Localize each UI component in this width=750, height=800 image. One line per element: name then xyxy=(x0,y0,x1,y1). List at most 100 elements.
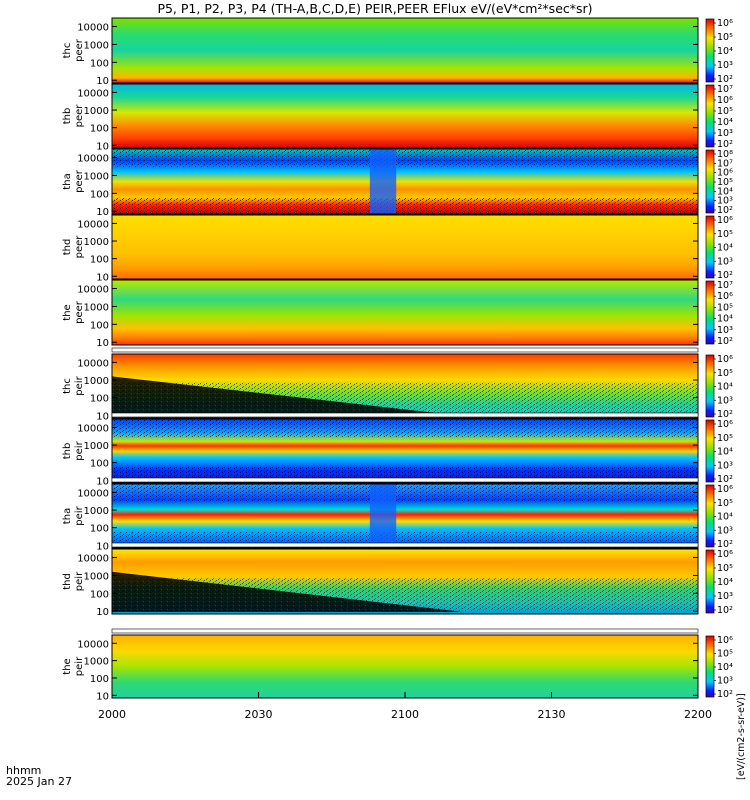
colorbar-tick-label: 10² xyxy=(717,605,733,616)
panel-heatmap xyxy=(112,635,698,698)
colorbar-tick-label: 10³ xyxy=(717,60,733,71)
colorbar-tick-label: 10⁶ xyxy=(717,419,733,430)
panel-species-label: peer xyxy=(74,104,85,128)
colorbar-tick-label: 10⁵ xyxy=(717,368,733,379)
spectrogram-panel: 10 100 1000 10000 thd peir 10² 10³ 10⁴ 10⁵ 10⁶ xyxy=(62,542,733,618)
colorbar-tick-label: 10² xyxy=(717,689,733,700)
x-tick-label: 2100 xyxy=(391,708,419,721)
y-tick-label: 1000 xyxy=(84,657,109,668)
colorbar-tick-label: 10³ xyxy=(717,525,733,536)
spectrogram-panel: 10 100 1000 10000 thc peer 10² 10³ 10⁴ 10⁵ 10⁶ xyxy=(62,17,733,87)
date-label: 2025 Jan 27 xyxy=(6,775,72,788)
colorbar-tick-label: 10³ xyxy=(717,256,733,267)
colorbar-tick-label: 10⁵ xyxy=(717,649,733,660)
colorbar-tick-label: 10⁵ xyxy=(717,32,733,43)
x-tick-label: 2000 xyxy=(98,708,126,721)
noise-speckle xyxy=(112,484,698,502)
y-tick-label: 10000 xyxy=(77,488,109,499)
figure-title: P5, P1, P2, P3, P4 (TH-A,B,C,D,E) PEIR,P… xyxy=(157,1,592,16)
colorbar-tick-label: 10⁶ xyxy=(717,635,733,646)
x-tick-label: 2130 xyxy=(538,708,566,721)
y-tick-label: 1000 xyxy=(84,571,109,582)
y-tick-label: 10 xyxy=(96,272,109,283)
panel-probe-label: thd xyxy=(62,573,73,590)
y-tick-label: 10000 xyxy=(77,285,109,296)
colorbar-tick-label: 10⁵ xyxy=(717,433,733,444)
y-tick-label: 100 xyxy=(90,124,109,135)
y-tick-label: 10000 xyxy=(77,154,109,165)
y-tick-label: 100 xyxy=(90,320,109,331)
colorbar xyxy=(705,215,715,279)
y-tick-label: 1000 xyxy=(84,40,109,51)
colorbar xyxy=(705,84,715,148)
colorbar-tick-label: 10⁴ xyxy=(717,512,733,523)
y-tick-label: 10 xyxy=(96,207,109,218)
y-tick-label: 10000 xyxy=(77,88,109,99)
panel-frame xyxy=(111,279,699,346)
colorbar-tick-label: 10⁴ xyxy=(717,46,733,57)
colorbar-tick-label: 10⁵ xyxy=(717,229,733,240)
data-gap-band xyxy=(369,149,397,214)
panel-heatmap xyxy=(112,18,698,83)
time-axis-unit-label: hhmm xyxy=(6,764,41,777)
panel-probe-label: thb xyxy=(62,443,73,460)
colorbar xyxy=(705,419,715,483)
y-tick-label: 10 xyxy=(96,141,109,152)
y-tick-label: 10 xyxy=(96,607,109,618)
panel-probe-label: thc xyxy=(62,43,73,59)
y-tick-label: 100 xyxy=(90,58,109,69)
spectrogram-panel: 10 100 1000 10000 thb peir 10² 10³ 10⁴ 10⁵ 10⁶ xyxy=(62,412,733,487)
time-axis: 2000 2030 2100 2130 2200 xyxy=(98,692,712,721)
colorbar xyxy=(705,635,715,698)
y-tick-label: 1000 xyxy=(84,506,109,517)
colorbar-unit-label: [eV/(cm2-s-sr-eV)] xyxy=(736,693,747,780)
panel-probe-label: thd xyxy=(62,239,73,256)
spectrogram-panel: 10 100 1000 10000 tha peir 10² 10³ 10⁴ 10⁵ 10⁶ xyxy=(62,477,733,552)
x-tick-label: 2030 xyxy=(245,708,273,721)
panel-probe-label: the xyxy=(62,304,73,320)
y-tick-label: 100 xyxy=(90,394,109,405)
colorbar-tick-label: 10⁴ xyxy=(717,314,733,325)
y-tick-label: 10000 xyxy=(77,423,109,434)
panel-frame xyxy=(111,17,699,84)
colorbar-tick-label: 10² xyxy=(717,270,733,281)
colorbar-tick-label: 10⁶ xyxy=(717,18,733,29)
colorbar-tick-label: 10³ xyxy=(717,196,733,207)
y-tick-label: 10000 xyxy=(77,23,109,34)
colorbar-tick-label: 10⁷ xyxy=(717,280,733,291)
panel-species-label: peer xyxy=(74,235,85,259)
panel-frame xyxy=(111,148,699,215)
colorbar-tick-label: 10⁶ xyxy=(717,354,733,365)
panel-species-label: peer xyxy=(74,38,85,62)
panel-probe-label: thb xyxy=(62,108,73,125)
colorbar-tick-label: 10² xyxy=(717,74,733,85)
panel-probe-label: tha xyxy=(62,508,73,524)
panel-species-label: peer xyxy=(74,169,85,193)
spectrogram-panel: 10 100 1000 10000 thc peir 10² 10³ 10⁴ 10⁵ 10⁶ xyxy=(62,347,733,422)
panel-frame xyxy=(111,483,699,549)
panel-species-label: peer xyxy=(74,300,85,324)
colorbar-tick-label: 10² xyxy=(717,205,733,216)
colorbar-tick-label: 10⁵ xyxy=(717,498,733,509)
panel-species-label: peir xyxy=(74,571,85,591)
noise-speckle xyxy=(112,419,698,437)
colorbar-tick-label: 10⁴ xyxy=(717,117,733,128)
colorbar-tick-label: 10⁵ xyxy=(717,563,733,574)
panel-heatmap xyxy=(112,280,698,345)
colorbar-tick-label: 10⁷ xyxy=(717,158,733,169)
y-tick-label: 10 xyxy=(96,76,109,87)
panel-species-label: peir xyxy=(74,440,85,460)
colorbar-tick-label: 10² xyxy=(717,539,733,550)
y-tick-label: 1000 xyxy=(84,237,109,248)
y-tick-label: 1000 xyxy=(84,171,109,182)
y-tick-label: 10 xyxy=(96,338,109,349)
y-tick-label: 10000 xyxy=(77,219,109,230)
colorbar-tick-label: 10³ xyxy=(717,395,733,406)
panel-gap-strip xyxy=(111,347,699,353)
y-tick-label: 100 xyxy=(90,589,109,600)
y-tick-label: 10 xyxy=(96,541,109,552)
